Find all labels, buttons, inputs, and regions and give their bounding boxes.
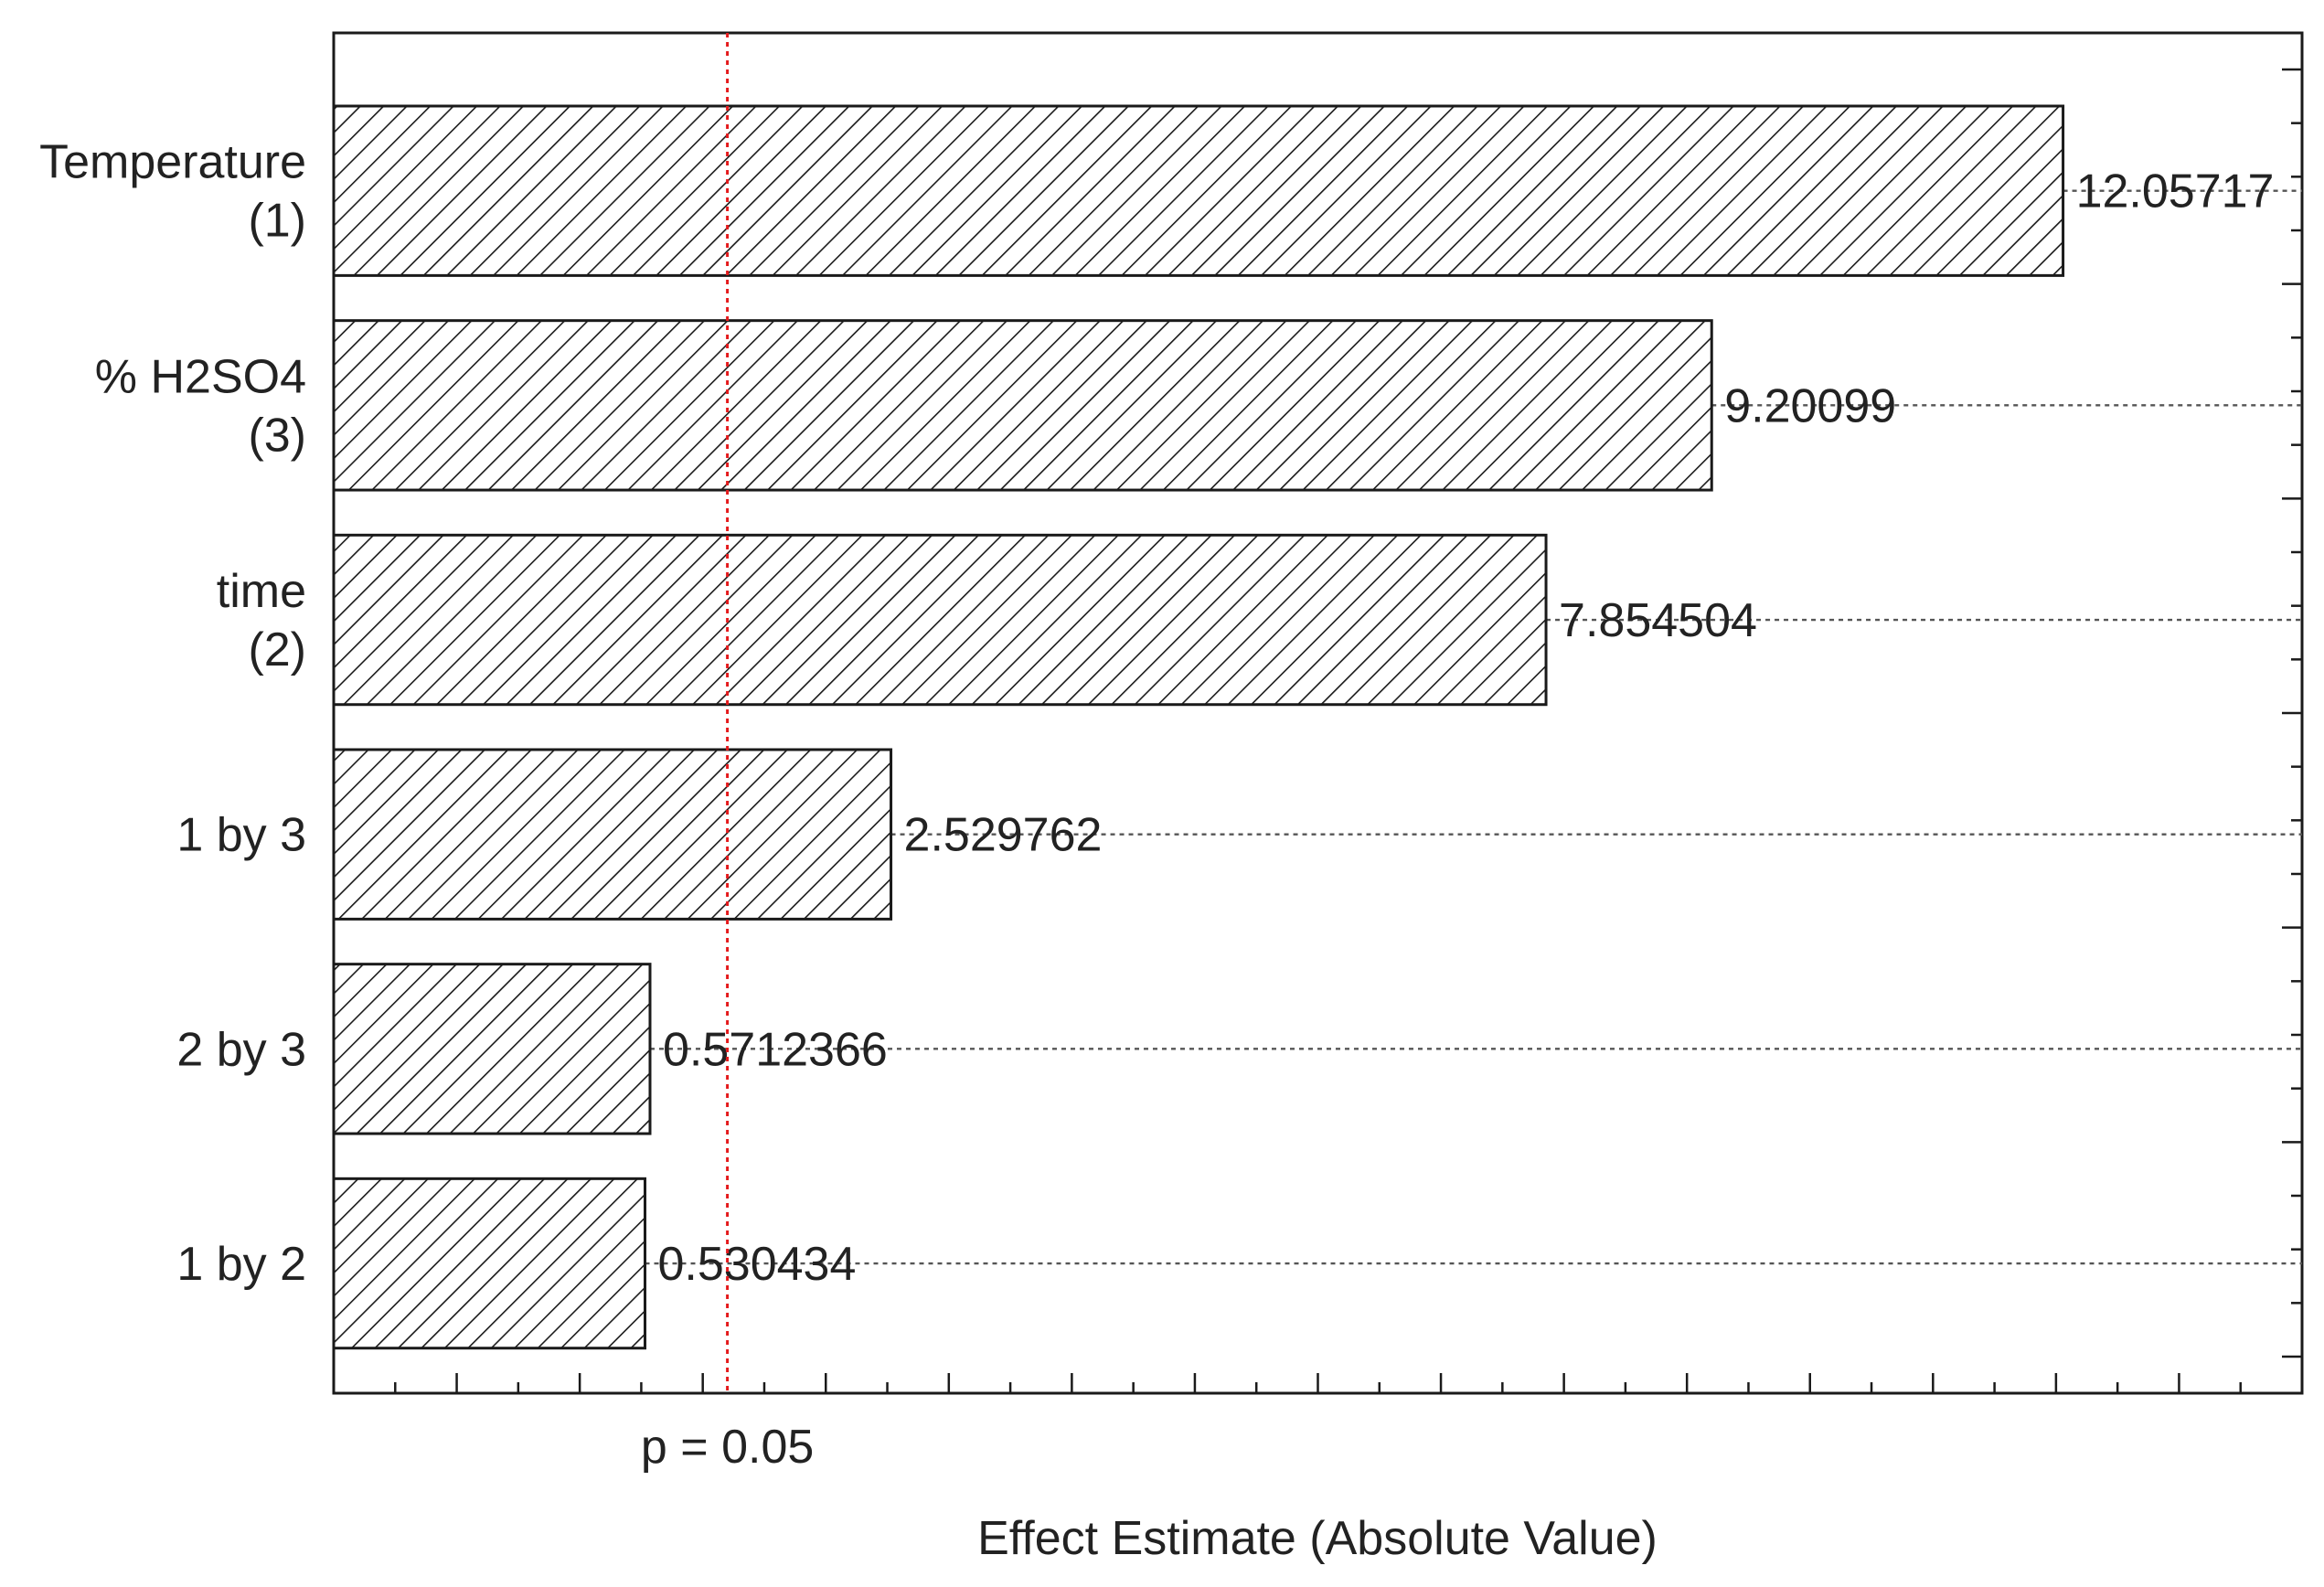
category-label-1by3: 1 by 3 [176,809,306,862]
category-label-time: (2) [248,623,306,676]
x-axis-title: Effect Estimate (Absolute Value) [977,1512,1658,1565]
value-label-1by2: 0.530434 [658,1238,857,1291]
value-label-time: 7.854504 [1559,594,1757,647]
value-label-h2so4: 9.20099 [1724,379,1896,432]
value-label-1by3: 2.529762 [904,809,1103,862]
bar-1by3 [332,748,893,921]
category-label-h2so4: % H2SO4 [95,350,306,403]
category-label-temperature: (1) [248,195,306,248]
value-label-temperature: 12.05717 [2076,165,2275,218]
category-label-h2so4: (3) [248,409,306,462]
value-label-2by3: 0.5712366 [663,1023,888,1076]
bar-temperature [332,104,2065,277]
category-label-1by2: 1 by 2 [176,1238,306,1291]
bar-2by3 [332,963,652,1135]
category-label-time: time [217,565,306,618]
category-label-temperature: Temperature [39,136,306,189]
reference-line-label: p = 0.05 [641,1421,814,1474]
bar-time [332,533,1548,707]
bar-h2so4 [332,319,1713,492]
category-label-2by3: 2 by 3 [176,1023,306,1076]
bar-1by2 [332,1177,647,1350]
